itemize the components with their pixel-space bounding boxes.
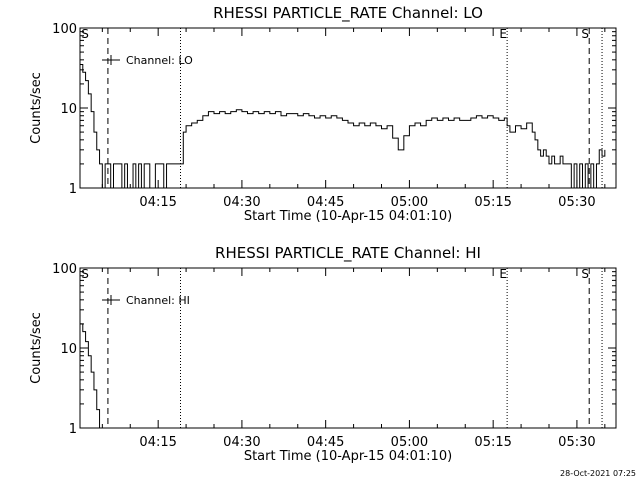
x-tick-label: 05:00	[391, 435, 428, 450]
x-tick-label: 04:45	[307, 195, 344, 210]
y-axis-label: Counts/sec	[29, 312, 44, 384]
marker-label: S	[81, 267, 89, 281]
x-tick-label: 04:30	[223, 195, 260, 210]
x-axis-label: Start Time (10-Apr-15 04:01:10)	[244, 209, 452, 224]
y-axis-label: Counts/sec	[29, 72, 44, 144]
marker-label: S	[581, 267, 589, 281]
y-tick-label: 1	[69, 182, 77, 197]
x-tick-label: 05:15	[474, 435, 511, 450]
x-tick-label: 04:15	[139, 435, 176, 450]
marker-label: S	[81, 27, 89, 41]
y-tick-label: 1	[69, 422, 77, 437]
legend-label: Channel: LO	[126, 54, 193, 67]
x-tick-label: 04:45	[307, 435, 344, 450]
marker-label: E	[499, 267, 507, 281]
data-series-line	[80, 323, 101, 428]
marker-label: S	[581, 27, 589, 41]
y-tick-label: 10	[60, 102, 77, 117]
x-tick-label: 04:15	[139, 195, 176, 210]
x-tick-label: 05:15	[474, 195, 511, 210]
timestamp: 28-Oct-2021 07:25	[560, 469, 636, 478]
chart-title: RHESSI PARTICLE_RATE Channel: LO	[213, 4, 483, 23]
plot-frame	[79, 267, 617, 429]
y-tick-label: 100	[52, 22, 77, 37]
marker-label: E	[499, 27, 507, 41]
x-tick-label: 04:30	[223, 435, 260, 450]
x-tick-label: 05:00	[391, 195, 428, 210]
legend-label: Channel: HI	[126, 294, 190, 307]
chart-title: RHESSI PARTICLE_RATE Channel: HI	[215, 244, 481, 263]
x-tick-label: 05:30	[558, 195, 595, 210]
y-tick-label: 100	[52, 262, 77, 277]
data-series-line	[80, 63, 606, 188]
x-tick-label: 05:30	[558, 435, 595, 450]
x-axis-label: Start Time (10-Apr-15 04:01:10)	[244, 449, 452, 464]
y-tick-label: 10	[60, 342, 77, 357]
